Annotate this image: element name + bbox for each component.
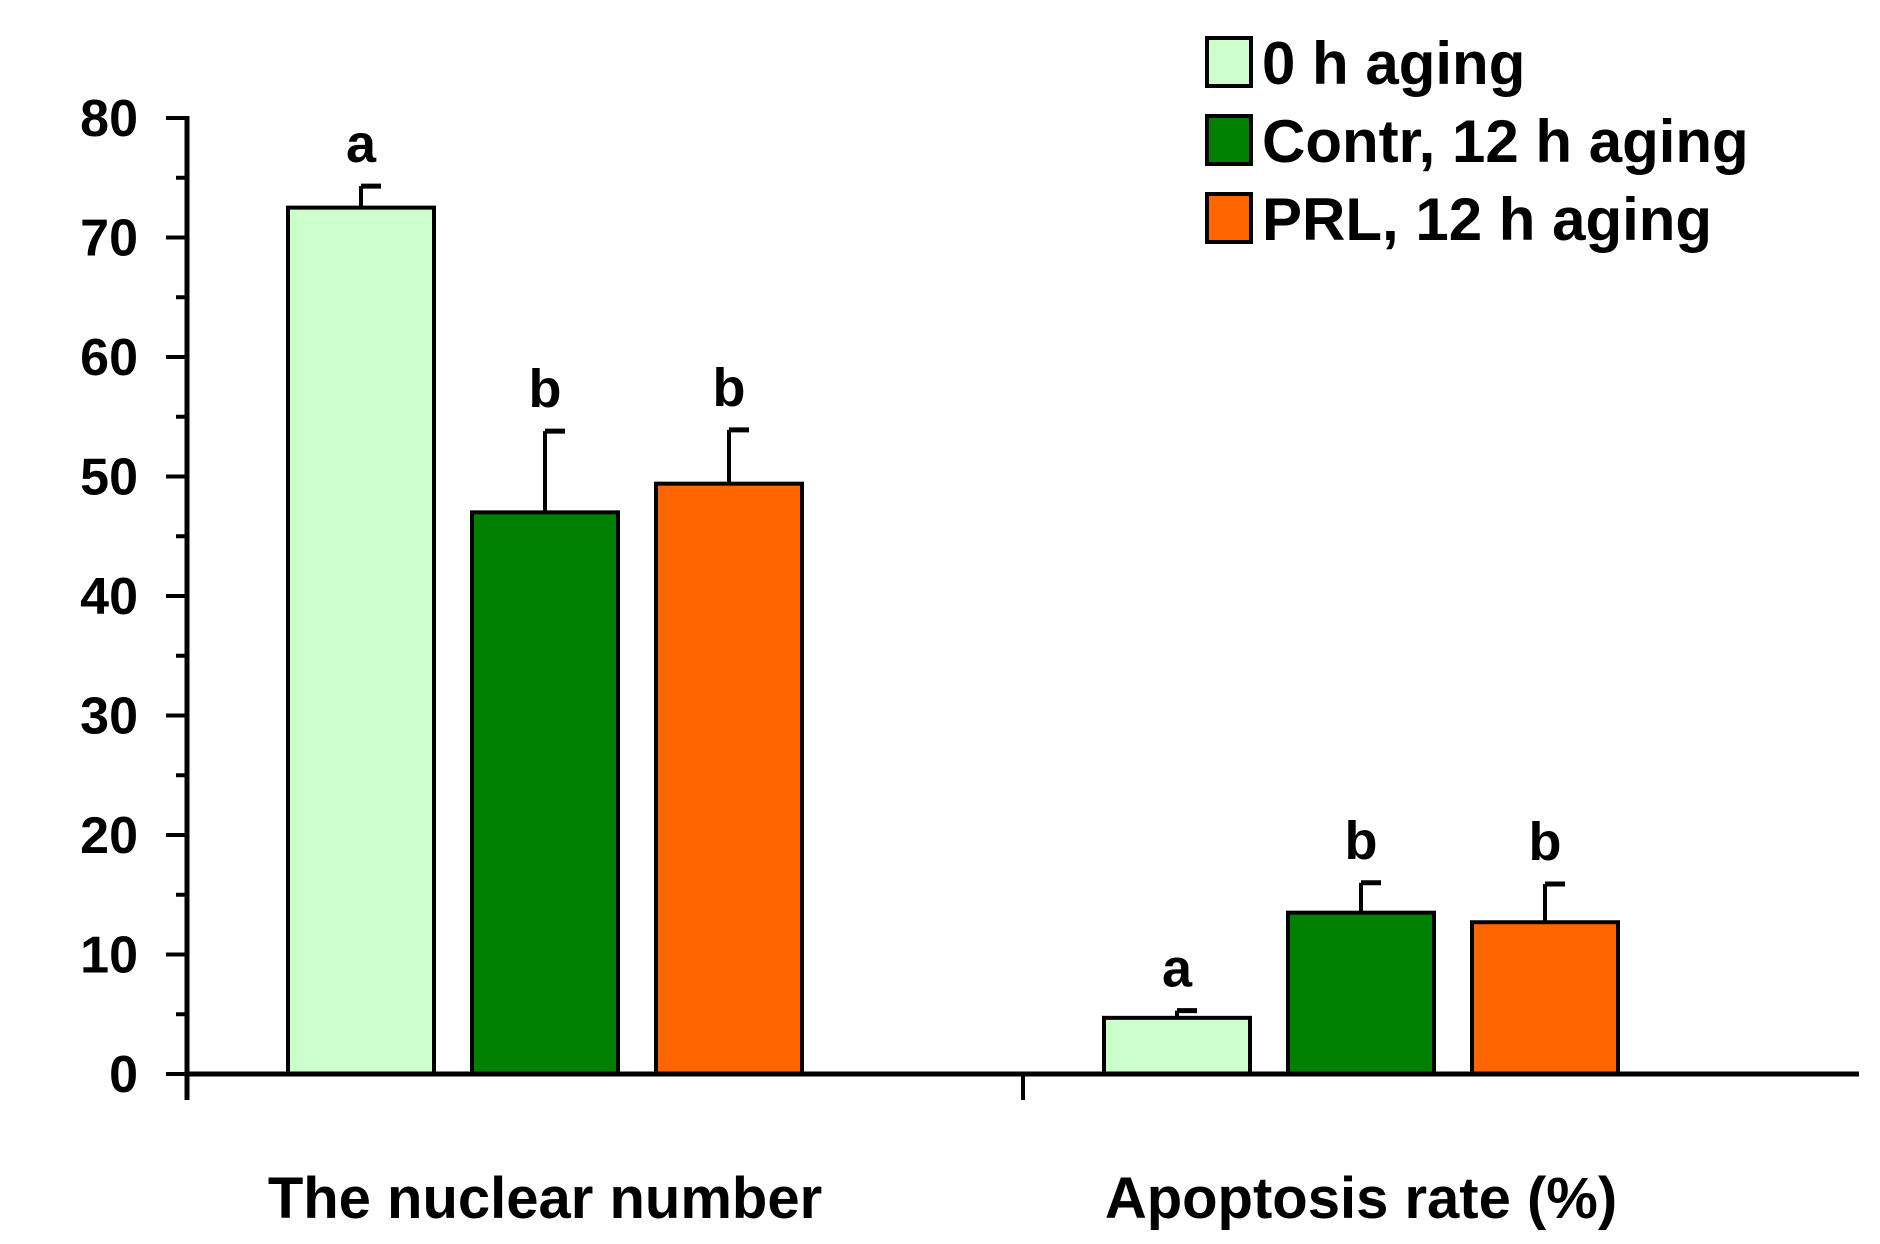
- bar-contr-12-h-aging-apoptosis-rate: [1286, 910, 1436, 1076]
- legend-label-0-h-aging: 0 h aging: [1262, 30, 1525, 97]
- legend-swatch-0-h-aging: [1205, 36, 1253, 88]
- significance-label-prl-12-h-aging-apoptosis-rate: b: [1529, 812, 1562, 872]
- y-tick-label-70: 70: [80, 210, 138, 268]
- y-axis-ticks: 0 10 20 30 40 50 60 70 80: [80, 90, 187, 1104]
- significance-label-contr-12-h-aging-the-nuclear-number: b: [529, 359, 562, 419]
- significance-labels: a b b a b b: [346, 114, 1562, 999]
- bar-0-h-aging-apoptosis-rate: [1102, 1015, 1252, 1077]
- bar-0-h-aging-the-nuclear-number: [286, 205, 436, 1076]
- legend: 0 h aging Contr, 12 h aging PRL, 12 h agin…: [1205, 30, 1749, 253]
- significance-label-0-h-aging-apoptosis-rate: a: [1162, 939, 1193, 999]
- category-label-apoptosis-rate: Apoptosis rate (%): [1105, 1166, 1617, 1231]
- significance-label-prl-12-h-aging-the-nuclear-number: b: [713, 358, 746, 418]
- category-labels: The nuclear number Apoptosis rate (%): [268, 1166, 1617, 1231]
- y-tick-label-20: 20: [80, 807, 138, 865]
- bar-prl-12-h-aging-apoptosis-rate: [1470, 920, 1620, 1076]
- y-tick-label-40: 40: [80, 568, 138, 626]
- legend-label-contr-12-h-aging: Contr, 12 h aging: [1262, 108, 1749, 175]
- legend-swatch-contr-12-h-aging: [1205, 114, 1253, 166]
- y-tick-label-60: 60: [80, 329, 138, 387]
- y-tick-label-10: 10: [80, 927, 138, 985]
- error-bars: [359, 183, 1565, 1018]
- bar-contr-12-h-aging-the-nuclear-number: [470, 510, 620, 1076]
- y-tick-label-30: 30: [80, 688, 138, 746]
- significance-label-contr-12-h-aging-apoptosis-rate: b: [1345, 811, 1378, 871]
- legend-swatch-prl-12-h-aging: [1205, 192, 1253, 244]
- legend-label-prl-12-h-aging: PRL, 12 h aging: [1262, 186, 1712, 253]
- axes: [184, 116, 1859, 1100]
- y-tick-label-80: 80: [80, 90, 138, 148]
- significance-label-0-h-aging-the-nuclear-number: a: [346, 114, 377, 174]
- category-label-the-nuclear-number: The nuclear number: [268, 1166, 822, 1231]
- y-tick-label-0: 0: [109, 1046, 138, 1104]
- bar-prl-12-h-aging-the-nuclear-number: [654, 481, 804, 1077]
- bars: [286, 205, 1620, 1077]
- y-tick-label-50: 50: [80, 449, 138, 507]
